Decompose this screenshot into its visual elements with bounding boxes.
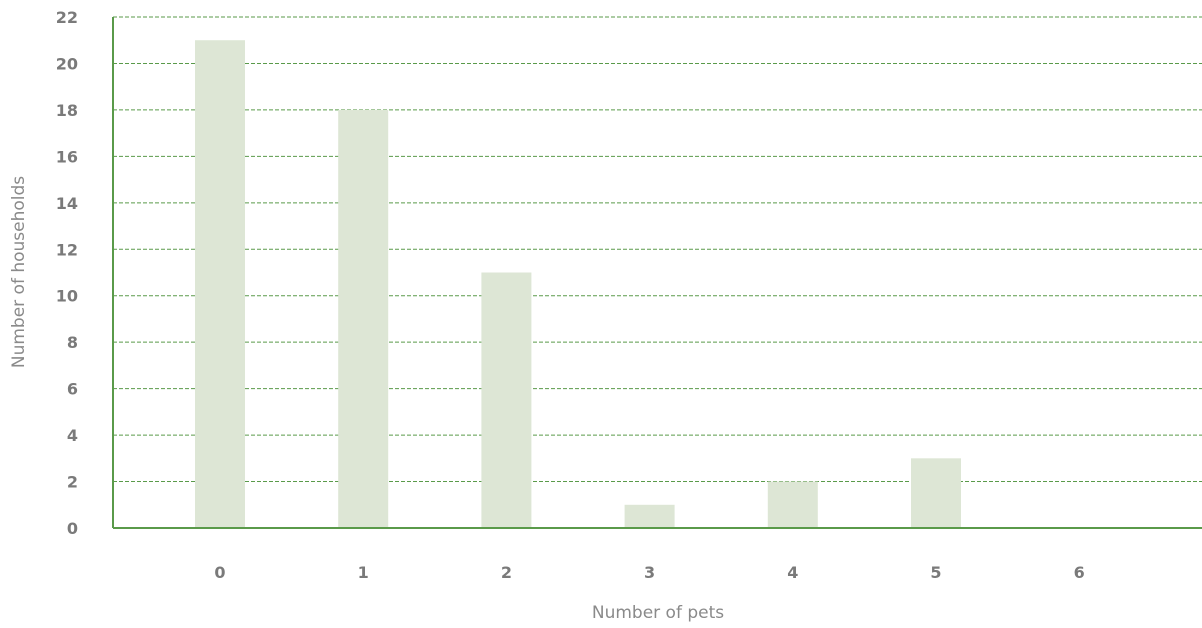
x-tick-label-1: 1 <box>358 563 369 582</box>
y-tick-label-16: 16 <box>56 147 78 166</box>
y-tick-label-12: 12 <box>56 240 78 259</box>
bar-0 <box>195 40 245 529</box>
x-tick-labels: 0 1 2 3 4 5 6 <box>214 563 1084 582</box>
bar-3 <box>624 504 675 528</box>
y-tick-label-2: 2 <box>67 473 78 492</box>
y-axis-title: Number of households <box>9 176 29 368</box>
x-tick-label-6: 6 <box>1074 563 1085 582</box>
y-tick-labels: 0 2 4 6 8 10 12 14 16 18 20 22 <box>56 8 78 538</box>
y-tick-label-22: 22 <box>56 8 78 27</box>
y-tick-label-6: 6 <box>67 380 78 399</box>
y-tick-label-18: 18 <box>56 101 78 120</box>
bar-1 <box>338 109 389 528</box>
y-tick-label-8: 8 <box>67 333 78 352</box>
x-tick-label-4: 4 <box>787 563 798 582</box>
bar-5 <box>911 458 961 528</box>
axes <box>112 17 1202 529</box>
bar-2 <box>481 272 532 528</box>
x-tick-label-2: 2 <box>501 563 512 582</box>
y-tick-label-14: 14 <box>56 194 78 213</box>
y-tick-label-0: 0 <box>67 519 78 538</box>
x-tick-label-3: 3 <box>644 563 655 582</box>
y-tick-label-20: 20 <box>56 54 78 73</box>
bar-4 <box>767 481 818 528</box>
x-axis-title: Number of pets <box>592 603 724 623</box>
bars <box>195 40 961 529</box>
x-tick-label-5: 5 <box>930 563 941 582</box>
y-tick-label-4: 4 <box>67 426 78 445</box>
gridlines <box>113 16 1202 483</box>
y-tick-label-10: 10 <box>56 287 78 306</box>
x-tick-label-0: 0 <box>214 563 225 582</box>
